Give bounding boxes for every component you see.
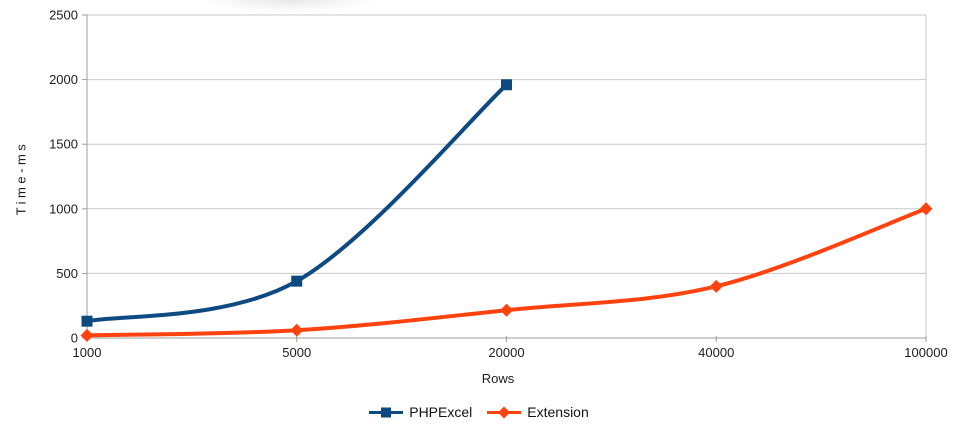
data-point-phpexcel[interactable] xyxy=(291,275,303,287)
data-point-extension[interactable] xyxy=(290,323,304,337)
legend-label-extension: Extension xyxy=(527,404,589,420)
legend-item-phpexcel[interactable]: PHPExcel xyxy=(368,404,472,420)
y-tick-label: 2500 xyxy=(49,8,78,23)
y-tick-label: 2000 xyxy=(49,72,78,87)
y-tick-label: 1000 xyxy=(49,201,78,216)
data-point-extension[interactable] xyxy=(80,328,94,342)
x-axis-title: Rows xyxy=(481,371,515,386)
legend: PHPExcel Extension xyxy=(0,403,957,421)
data-point-extension[interactable] xyxy=(709,279,723,293)
x-tick-label: 100000 xyxy=(904,345,947,360)
data-point-phpexcel[interactable] xyxy=(81,315,93,327)
extension-series-marker-icon xyxy=(487,406,522,418)
x-tick-label: 1000 xyxy=(73,345,102,360)
y-tick-label: 1500 xyxy=(49,137,78,152)
y-tick-label: 0 xyxy=(71,331,78,346)
y-axis-title: Time-ms xyxy=(13,140,29,216)
y-tick-label: 500 xyxy=(56,266,78,281)
data-point-phpexcel[interactable] xyxy=(501,79,512,91)
x-tick-label: 40000 xyxy=(698,345,734,360)
x-tick-label: 20000 xyxy=(488,345,524,360)
legend-label-phpexcel: PHPExcel xyxy=(409,404,473,420)
phpexcel-series-marker-icon xyxy=(369,407,404,417)
data-point-extension[interactable] xyxy=(500,303,513,317)
data-point-extension[interactable] xyxy=(919,202,933,216)
series-line-phpexcel xyxy=(85,82,509,324)
x-tick-label: 5000 xyxy=(282,345,311,360)
legend-item-extension[interactable]: Extension xyxy=(486,404,589,420)
